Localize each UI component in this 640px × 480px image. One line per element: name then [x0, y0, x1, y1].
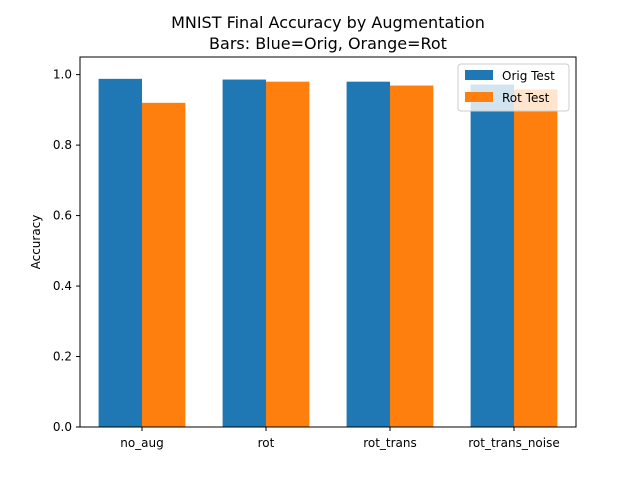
axes-frame [79, 56, 577, 428]
x-tick-label: no_aug [120, 436, 164, 450]
x-tick-label: rot_trans_noise [468, 436, 559, 450]
x-axis-ticks: no_aug rot rot_trans rot_trans_noise [120, 427, 560, 450]
y-tick-label: 0.6 [53, 209, 72, 223]
bar-rot-test-rot [266, 81, 310, 428]
y-axis-ticks: 0.0 0.2 0.4 0.6 0.8 1.0 [53, 68, 80, 434]
legend-swatch-rot-test [465, 92, 493, 102]
bar-orig-test-rot_trans_noise [470, 84, 514, 428]
y-tick-label: 0.8 [53, 138, 72, 152]
legend-swatch-orig-test [465, 70, 493, 80]
y-tick-label: 1.0 [53, 68, 72, 82]
bar-orig-test-no_aug [98, 78, 142, 427]
bar-rot-test-no_aug [142, 102, 186, 427]
bar-orig-test-rot_trans [346, 81, 390, 428]
legend-label-orig-test: Orig Test [502, 69, 555, 83]
x-tick-label: rot [258, 436, 275, 450]
y-tick-label: 0.0 [53, 420, 72, 434]
bar-rot-test-rot_trans_noise [514, 89, 558, 428]
chart-title: MNIST Final Accuracy by Augmentation [171, 13, 485, 32]
chart-subtitle: Bars: Blue=Orig, Orange=Rot [209, 34, 447, 53]
y-tick-label: 0.4 [53, 279, 72, 293]
y-tick-label: 0.2 [53, 350, 72, 364]
legend-label-rot-test: Rot Test [502, 91, 550, 105]
plot-area: 0.0 0.2 0.4 0.6 0.8 1.0 no_aug rot rot_trans rot… [53, 56, 577, 450]
bar-orig-test-rot [222, 79, 266, 428]
x-tick-label: rot_trans [363, 436, 417, 450]
bar-rot-test-rot_trans [390, 85, 434, 427]
y-axis-label: Accuracy [29, 215, 43, 270]
bars [98, 78, 558, 428]
legend: Orig Test Rot Test [457, 63, 570, 112]
